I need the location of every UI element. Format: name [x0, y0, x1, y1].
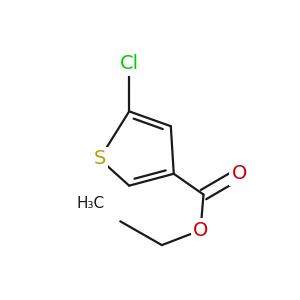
Text: O: O — [193, 221, 208, 240]
Text: S: S — [93, 149, 106, 168]
Text: H₃C: H₃C — [76, 196, 105, 211]
Text: O: O — [232, 164, 247, 183]
Text: Cl: Cl — [120, 54, 139, 73]
